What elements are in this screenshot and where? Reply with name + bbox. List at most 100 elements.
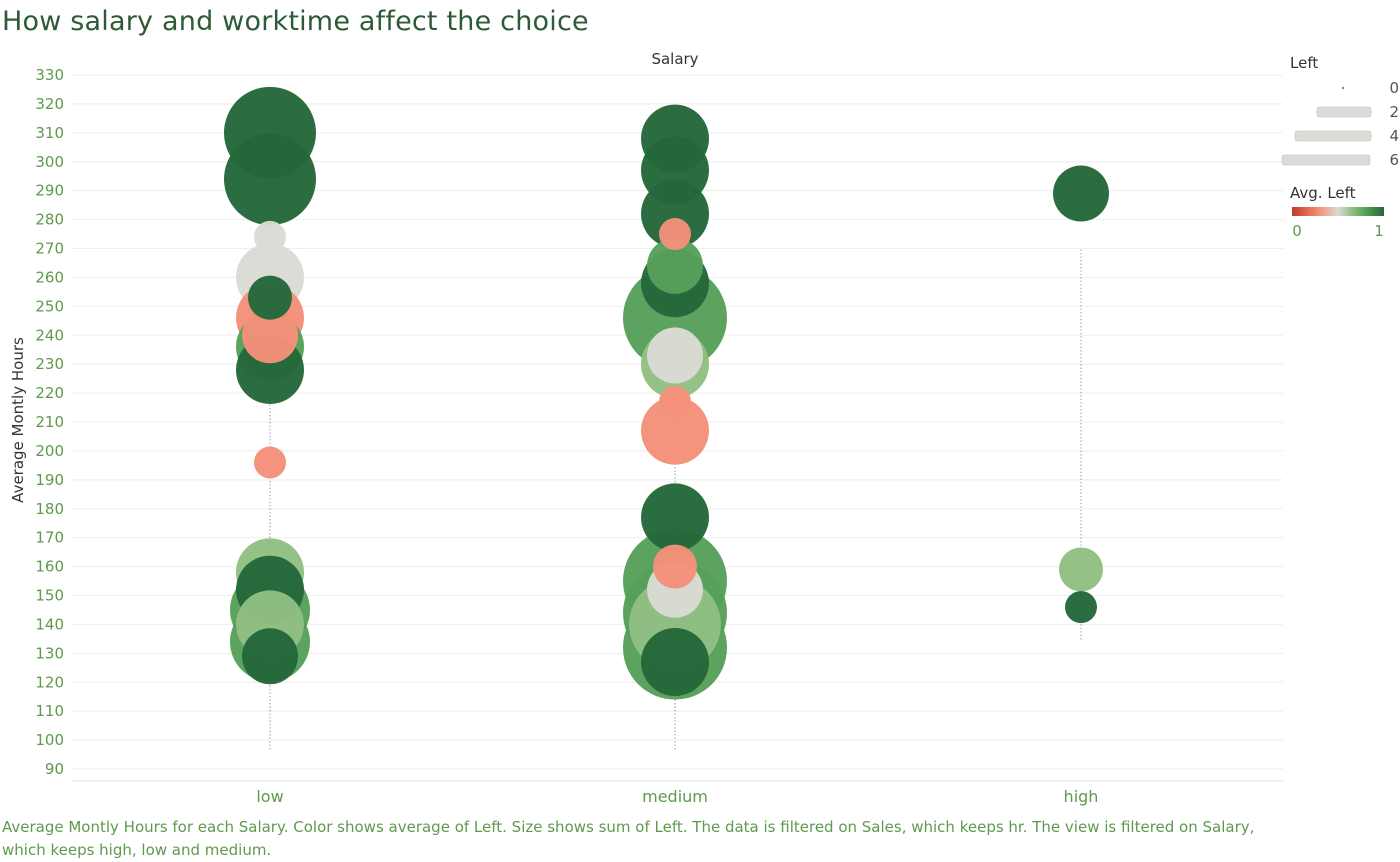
x-axis: low medium high xyxy=(256,787,1098,806)
y-tick-label: 240 xyxy=(35,326,64,344)
bubble-mark[interactable] xyxy=(242,628,298,685)
zero-mark xyxy=(1080,478,1082,480)
bubble-mark[interactable] xyxy=(1065,591,1097,624)
zero-mark xyxy=(1080,513,1082,515)
zero-mark xyxy=(1080,541,1082,543)
zero-mark xyxy=(674,470,676,472)
y-tick-label: 290 xyxy=(35,182,64,200)
zero-mark xyxy=(674,709,676,712)
color-legend-gradient xyxy=(1292,207,1384,216)
zero-mark xyxy=(269,536,271,538)
zero-mark xyxy=(674,720,676,722)
zero-mark xyxy=(1080,273,1082,276)
size-legend-label: 0 xyxy=(1389,79,1399,97)
zero-mark xyxy=(269,532,271,535)
zero-mark xyxy=(674,734,676,736)
zero-mark xyxy=(1080,499,1082,501)
y-tick-label: 320 xyxy=(35,95,64,113)
zero-mark xyxy=(269,484,271,486)
zero-mark xyxy=(1080,377,1082,380)
zero-mark xyxy=(1080,287,1082,290)
zero-mark xyxy=(1080,277,1082,279)
zero-mark xyxy=(269,418,271,420)
zero-mark xyxy=(269,407,271,410)
zero-mark xyxy=(1080,631,1082,633)
zero-mark xyxy=(1080,381,1082,383)
y-tick-label: 330 xyxy=(35,66,64,84)
zero-mark xyxy=(1080,485,1082,487)
y-tick-label: 260 xyxy=(35,268,64,286)
size-legend-mark xyxy=(1341,86,1345,90)
bubble-mark[interactable] xyxy=(254,446,286,479)
zero-mark xyxy=(674,699,676,701)
zero-mark xyxy=(674,473,676,476)
zero-mark xyxy=(269,529,271,531)
y-tick-label: 300 xyxy=(35,153,64,171)
zero-mark xyxy=(269,689,271,691)
bubble-mark[interactable] xyxy=(653,544,697,589)
zero-mark xyxy=(1080,624,1082,626)
bubble-mark[interactable] xyxy=(641,396,709,465)
zero-mark xyxy=(269,727,271,729)
zero-mark xyxy=(1080,492,1082,494)
zero-mark xyxy=(269,508,271,511)
zero-mark xyxy=(269,699,271,701)
color-legend-title: Avg. Left xyxy=(1290,184,1356,202)
zero-mark xyxy=(1080,346,1082,349)
zero-mark xyxy=(269,522,271,524)
zero-mark xyxy=(674,723,676,726)
y-axis: 90 100 110 120 130 140 150 160 170 180 190 200 210 22… xyxy=(35,66,64,778)
zero-mark xyxy=(1080,436,1082,439)
zero-mark xyxy=(1080,523,1082,526)
bubble-mark[interactable] xyxy=(647,237,703,294)
bubble-mark[interactable] xyxy=(647,327,703,384)
zero-mark xyxy=(269,716,271,719)
bubble-mark[interactable] xyxy=(659,385,691,418)
color-legend-min: 0 xyxy=(1292,222,1302,240)
zero-mark xyxy=(1080,482,1082,484)
zero-mark xyxy=(269,706,271,708)
zero-mark xyxy=(1080,475,1082,477)
bubble-mark[interactable] xyxy=(254,220,286,253)
zero-mark xyxy=(1080,329,1082,331)
zero-mark xyxy=(674,702,676,705)
zero-mark xyxy=(1080,301,1082,303)
zero-mark xyxy=(1080,311,1082,314)
zero-mark xyxy=(1080,450,1082,453)
data-marks xyxy=(224,86,1109,700)
y-tick-label: 160 xyxy=(35,558,64,576)
bubble-mark[interactable] xyxy=(242,307,298,364)
bubble-mark[interactable] xyxy=(641,483,709,552)
y-tick-label: 200 xyxy=(35,442,64,460)
zero-mark xyxy=(269,734,271,736)
bubble-mark[interactable] xyxy=(1059,547,1103,592)
zero-mark xyxy=(1080,433,1082,435)
x-tick-label: low xyxy=(256,787,283,806)
zero-mark xyxy=(1080,419,1082,421)
zero-mark xyxy=(269,421,271,424)
zero-mark xyxy=(269,439,271,441)
chart-caption: Average Montly Hours for each Salary. Co… xyxy=(2,818,1255,859)
zero-mark xyxy=(1080,357,1082,359)
zero-mark xyxy=(1080,284,1082,286)
zero-mark xyxy=(674,706,676,708)
zero-mark xyxy=(269,425,271,427)
zero-mark xyxy=(269,519,271,521)
zero-mark xyxy=(269,404,271,406)
zero-mark xyxy=(674,727,676,729)
y-tick-label: 210 xyxy=(35,413,64,431)
bubble-mark[interactable] xyxy=(248,275,292,320)
size-legend-title: Left xyxy=(1290,54,1319,72)
bubble-mark[interactable] xyxy=(659,218,691,251)
column-header: Salary xyxy=(651,50,698,68)
bubble-mark[interactable] xyxy=(641,628,709,697)
bubble-mark[interactable] xyxy=(641,179,709,248)
zero-mark xyxy=(269,515,271,517)
bubble-mark[interactable] xyxy=(1053,165,1109,222)
bubble-mark[interactable] xyxy=(224,133,316,226)
zero-mark xyxy=(1080,516,1082,519)
zero-mark xyxy=(269,713,271,715)
zero-mark xyxy=(269,692,271,694)
